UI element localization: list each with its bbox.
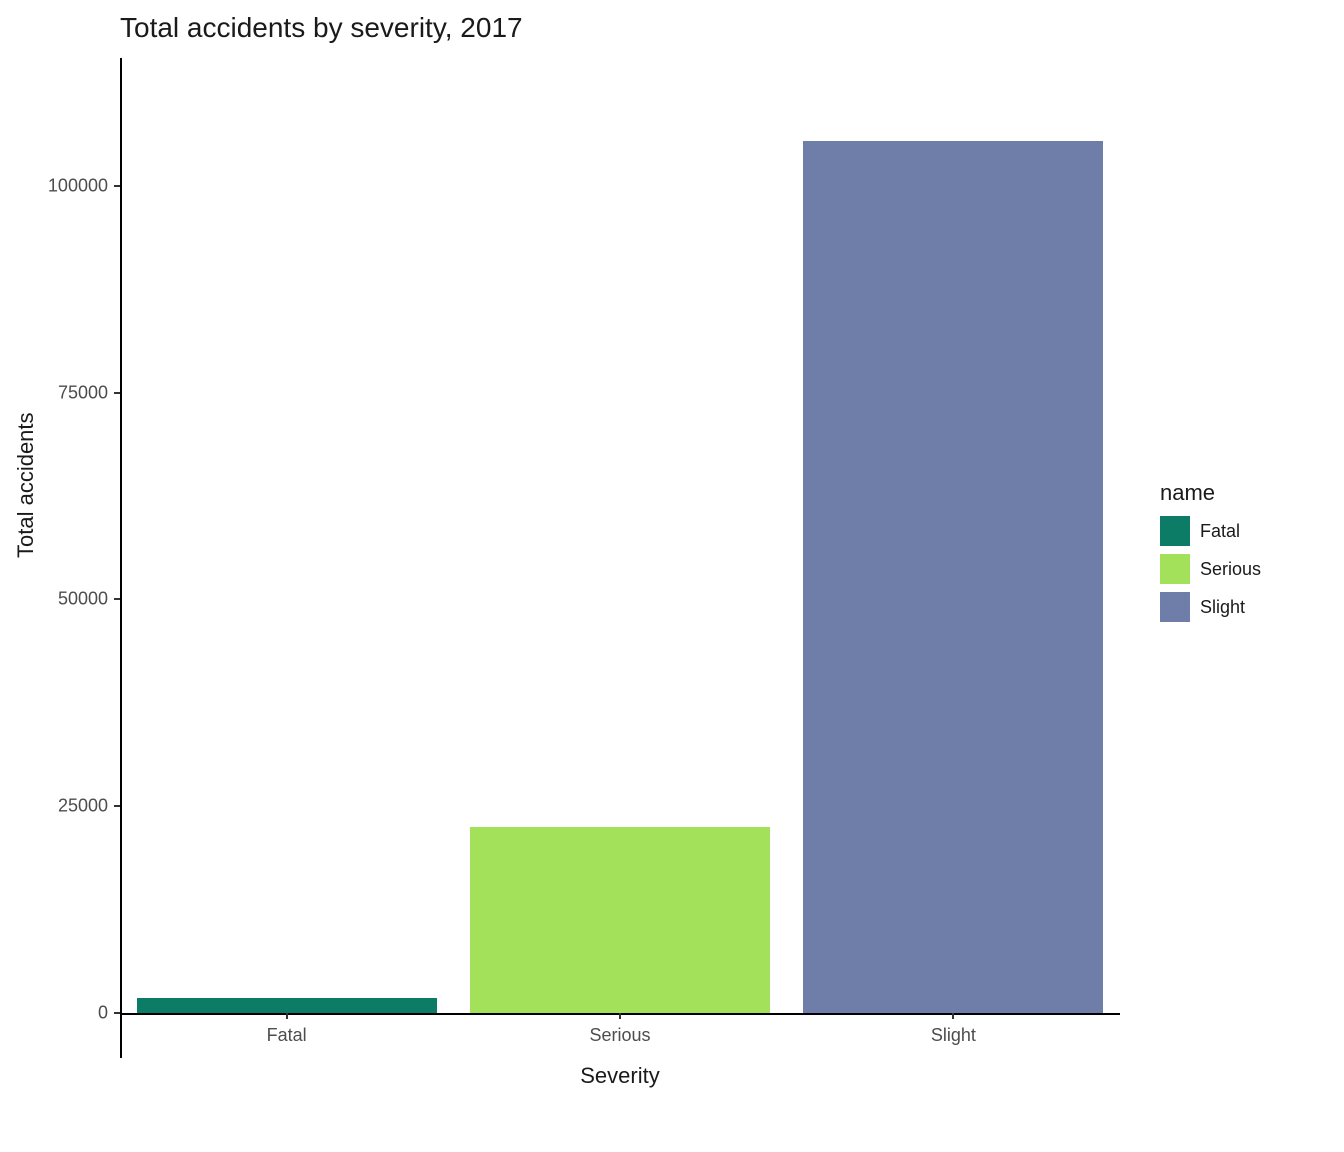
y-tick-mark bbox=[114, 185, 120, 187]
legend-swatch bbox=[1160, 554, 1190, 584]
bar-slight bbox=[803, 141, 1103, 1013]
legend-title: name bbox=[1160, 480, 1261, 506]
bar-serious bbox=[470, 827, 770, 1013]
legend-label: Fatal bbox=[1200, 521, 1240, 542]
legend-label: Slight bbox=[1200, 597, 1245, 618]
y-tick-label: 75000 bbox=[58, 382, 108, 403]
y-tick-mark bbox=[114, 1012, 120, 1014]
y-tick-label: 25000 bbox=[58, 795, 108, 816]
y-tick-mark bbox=[114, 598, 120, 600]
y-tick-label: 100000 bbox=[48, 176, 108, 197]
x-tick-mark bbox=[952, 1013, 954, 1019]
x-tick-label: Slight bbox=[931, 1025, 976, 1046]
x-axis-title: Severity bbox=[580, 1063, 659, 1089]
x-tick-mark bbox=[286, 1013, 288, 1019]
x-tick-label: Serious bbox=[589, 1025, 650, 1046]
legend-items: Fatal Serious Slight bbox=[1160, 516, 1261, 622]
y-tick-mark bbox=[114, 805, 120, 807]
legend-item: Slight bbox=[1160, 592, 1261, 622]
bar-fatal bbox=[137, 998, 437, 1012]
y-axis-line bbox=[120, 58, 122, 1058]
chart-title: Total accidents by severity, 2017 bbox=[120, 12, 523, 44]
legend: name Fatal Serious Slight bbox=[1160, 480, 1261, 630]
legend-swatch bbox=[1160, 516, 1190, 546]
legend-swatch bbox=[1160, 592, 1190, 622]
legend-label: Serious bbox=[1200, 559, 1261, 580]
x-tick-mark bbox=[619, 1013, 621, 1019]
x-tick-label: Fatal bbox=[267, 1025, 307, 1046]
chart-figure: Total accidents by severity, 2017 Total … bbox=[0, 0, 1344, 1152]
plot-panel bbox=[120, 58, 1120, 1058]
legend-item: Fatal bbox=[1160, 516, 1261, 546]
y-axis-title: Total accidents bbox=[13, 412, 39, 558]
y-tick-label: 0 bbox=[98, 1002, 108, 1023]
legend-item: Serious bbox=[1160, 554, 1261, 584]
y-tick-mark bbox=[114, 392, 120, 394]
y-tick-label: 50000 bbox=[58, 589, 108, 610]
